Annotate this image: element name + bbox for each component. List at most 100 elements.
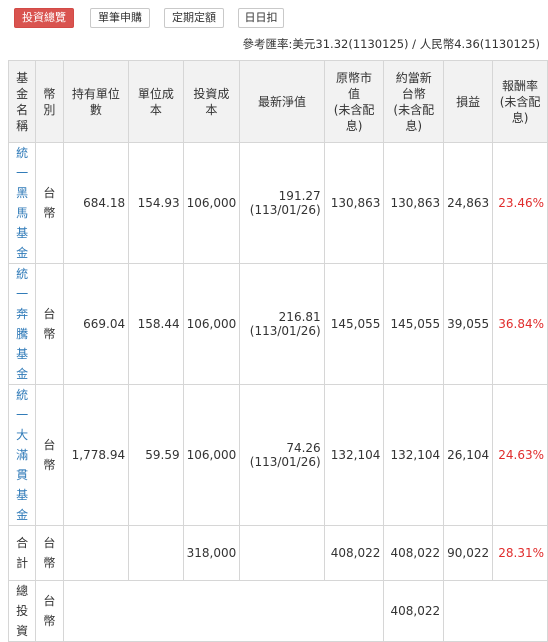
subtotal-label: 合計 [7, 525, 37, 581]
header-label-part: 數 [89, 102, 102, 117]
fund-name-link[interactable]: 統一大滿貫基金 [7, 384, 37, 526]
cost-cell: 318,000 [182, 525, 241, 581]
market-value-cell: 130,863 [323, 142, 385, 264]
currency-char: 台 [43, 438, 56, 452]
unit-cost-value: 158.44 [137, 317, 180, 331]
units-cell: 684.18 [62, 142, 130, 264]
pnl-value: 26,104 [447, 448, 490, 462]
subtotal-twd-value: 408,022 [390, 546, 441, 560]
holdings-body: 統一黑馬基金台幣 684.18 154.93 106,000 191.27 (113/01… [7, 142, 548, 642]
nav-value: 74.26 [286, 441, 321, 455]
nav-cell: 191.27 (113/01/26) [239, 142, 325, 264]
col-latest-nav: 最新淨值 [239, 60, 325, 143]
pnl-value: 24,863 [447, 196, 490, 210]
fund-name-char: 一 [16, 408, 29, 422]
twd-value-cell: 130,863 [383, 142, 445, 264]
total-label: 總投資 [7, 580, 37, 642]
return-value: 23.46% [498, 196, 544, 210]
pnl-cell: 39,055 [443, 263, 494, 385]
fund-name-char: 統 [16, 267, 29, 281]
fund-name-char: 基 [16, 488, 29, 502]
header-label-part: 名 [16, 102, 29, 117]
empty-cell [128, 525, 184, 581]
return-value: 24.63% [498, 448, 544, 462]
twd-value-cell: 408,022 [383, 525, 445, 581]
col-unit-cost: 單位成本 [128, 60, 184, 143]
header-label-part: 值 [348, 86, 361, 101]
subtotal-label-char: 合 [16, 536, 29, 550]
header-label-part: 約當新 [395, 70, 432, 85]
market-value-cell: 408,022 [323, 525, 385, 581]
unit-cost-cell: 154.93 [128, 142, 184, 264]
cost-value: 106,000 [186, 196, 237, 210]
currency-char: 台 [43, 186, 56, 200]
subtotal-label-char: 計 [16, 556, 29, 570]
nav-value: 216.81 [278, 310, 321, 324]
header-label-part: 本 [205, 102, 218, 117]
empty-cell [62, 580, 385, 642]
return-cell: 24.63% [492, 384, 548, 526]
header-label-part: 幣 [43, 86, 56, 101]
pnl-cell: 26,104 [443, 384, 494, 526]
col-investment-cost: 投資成本 [182, 60, 241, 143]
currency-char: 幣 [43, 614, 56, 628]
header-label-part: 金 [16, 86, 29, 101]
header-label-part: 息) [511, 110, 529, 125]
col-twd-value: 約當新 台幣 (未含配 息) [383, 60, 445, 143]
tab-daily-deduction[interactable]: 日日扣 [238, 8, 284, 28]
market-value: 130,863 [330, 196, 381, 210]
unit-cost-cell: 158.44 [128, 263, 184, 385]
header-label-part: 稱 [16, 118, 29, 133]
header-label-part: 息) [345, 118, 363, 133]
table-row: 統一大滿貫基金台幣 1,778.94 59.59 106,000 74.26 (113/0… [7, 384, 548, 526]
nav-date: (113/01/26) [249, 203, 321, 217]
fund-name-char: 一 [16, 166, 29, 180]
units-cell: 1,778.94 [62, 384, 130, 526]
header-label-part: 息) [405, 118, 423, 133]
twd-value: 145,055 [390, 317, 441, 331]
fund-name-char: 統 [16, 388, 29, 402]
currency-char: 幣 [43, 458, 56, 472]
fund-name-char: 基 [16, 226, 29, 240]
total-row: 總投資台幣 408,022 [7, 580, 548, 642]
header-label-part: 持有單位 [71, 86, 120, 101]
header-label-part: 台幣 [401, 86, 426, 101]
fund-name-link[interactable]: 統一奔騰基金 [7, 263, 37, 385]
currency-char: 台 [43, 307, 56, 321]
empty-cell [239, 525, 325, 581]
units-value: 1,778.94 [71, 448, 126, 462]
currency-char: 幣 [43, 206, 56, 220]
currency-cell: 台幣 [35, 525, 64, 581]
unit-cost-cell: 59.59 [128, 384, 184, 526]
currency-char: 幣 [43, 556, 56, 570]
currency-char: 台 [43, 594, 56, 608]
exchange-rate-note: 參考匯率:美元31.32(1130125) / 人民幣4.36(1130125) [242, 37, 540, 51]
header-label-part: (未含配 [333, 102, 375, 117]
header-label-part: 本 [149, 102, 162, 117]
fund-name-char: 一 [16, 287, 29, 301]
currency-cell: 台幣 [35, 263, 64, 385]
fund-name-char: 大 [16, 428, 29, 442]
market-value-cell: 132,104 [323, 384, 385, 526]
header-label-part: 原幣市 [336, 70, 373, 85]
total-label-char: 投 [16, 604, 29, 618]
fund-name-char: 奔 [16, 307, 29, 321]
tab-regular-investment[interactable]: 定期定額 [164, 8, 224, 28]
fund-name-char: 金 [16, 508, 29, 522]
fund-name-char: 騰 [16, 327, 29, 341]
cost-cell: 106,000 [182, 384, 241, 526]
market-value-cell: 145,055 [323, 263, 385, 385]
col-pnl: 損益 [443, 60, 494, 143]
units-cell: 669.04 [62, 263, 130, 385]
tab-single-purchase[interactable]: 單筆申購 [90, 8, 150, 28]
fund-name-char: 統 [16, 146, 29, 160]
market-value: 145,055 [330, 317, 381, 331]
fund-name-link[interactable]: 統一黑馬基金 [7, 142, 37, 264]
units-value: 684.18 [83, 196, 126, 210]
fund-name-char: 黑 [16, 186, 29, 200]
table-row: 統一奔騰基金台幣 669.04 158.44 106,000 216.81 (113/01… [7, 263, 548, 385]
unit-cost-value: 154.93 [137, 196, 180, 210]
subtotal-market-value: 408,022 [330, 546, 381, 560]
col-return-rate: 報酬率 (未含配 息) [492, 60, 548, 143]
tab-investment-overview[interactable]: 投資總覽 [14, 8, 74, 28]
